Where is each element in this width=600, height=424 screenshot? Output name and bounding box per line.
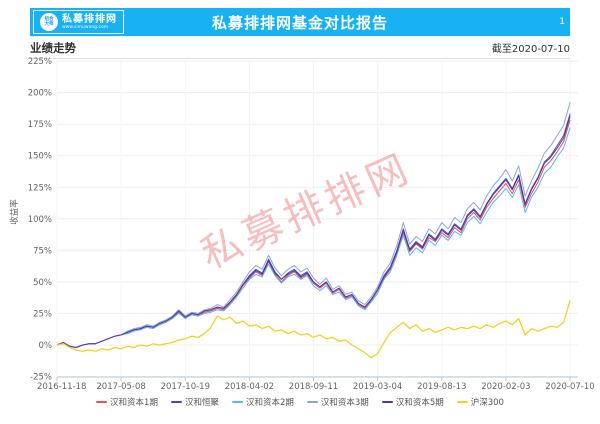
section-header-row: 业绩走势 截至2020-07-10 (30, 36, 570, 59)
logo-text: 私募排排网 www.simuwang.com (62, 14, 117, 30)
x-tick-label: 2018-09-11 (289, 382, 338, 392)
legend-label: 汉和资本1期 (110, 398, 158, 408)
y-axis-title: 收益率 (10, 199, 20, 225)
y-tick-label: 75% (33, 246, 52, 256)
y-tick-label: 200% (28, 89, 52, 99)
as-of-date: 截至2020-07-10 (491, 44, 570, 55)
chart-legend: 汉和资本1期 汉和恒聚 汉和资本2期 汉和资本3期 汉和资本5期 沪深300 (0, 396, 600, 408)
y-tick-label: 125% (28, 183, 52, 193)
legend-label: 汉和资本2期 (245, 398, 294, 408)
x-tick-label: 2020-02-03 (481, 382, 530, 392)
legend-dash-icon (306, 401, 318, 403)
x-tick-label: 2017-10-19 (161, 382, 210, 392)
legend-label: 汉和恒聚 (184, 398, 219, 408)
x-tick-label: 2017-05-08 (96, 382, 145, 392)
section-title: 业绩走势 (30, 40, 76, 55)
legend-item-5[interactable]: 汉和资本5期 (381, 396, 444, 408)
y-tick-label: 0% (39, 341, 53, 351)
legend-item-6[interactable]: 沪深300 (456, 396, 504, 408)
x-tick-label: 2019-03-04 (353, 382, 402, 392)
header-bar: 组合大师 私募排排网 www.simuwang.com 私募排排网基金对比报告 … (30, 8, 570, 36)
series-line-4 (56, 102, 571, 348)
y-tick-label: 175% (28, 120, 52, 130)
x-tick-label: 2020-07-10 (545, 382, 594, 392)
series-line-5 (56, 116, 571, 348)
logo-name: 私募排排网 (62, 14, 117, 25)
legend-dash-icon (170, 401, 182, 403)
legend-label: 沪深300 (470, 398, 504, 408)
legend-label: 汉和资本5期 (395, 398, 444, 408)
y-tick-label: 100% (28, 215, 52, 225)
y-tick-label: 225% (28, 57, 52, 67)
legend-dash-icon (381, 401, 393, 403)
legend-item-4[interactable]: 汉和资本3期 (306, 396, 369, 408)
series-line-3 (56, 127, 571, 348)
logo-emblem-icon: 组合大师 (40, 13, 58, 31)
legend-item-2[interactable]: 汉和恒聚 (170, 396, 219, 408)
logo: 组合大师 私募排排网 www.simuwang.com (33, 10, 124, 34)
legend-dash-icon (456, 401, 468, 403)
y-tick-label: -25% (30, 373, 52, 383)
x-tick-label: 2018-04-02 (225, 382, 274, 392)
y-tick-label: 150% (28, 152, 52, 162)
logo-url: www.simuwang.com (62, 25, 109, 30)
series-line-6 (56, 300, 571, 359)
legend-item-1[interactable]: 汉和资本1期 (96, 396, 158, 408)
x-tick-label: 2019-08-13 (417, 382, 466, 392)
report-title: 私募排排网基金对比报告 (211, 13, 388, 32)
legend-item-3[interactable]: 汉和资本2期 (231, 396, 294, 408)
logo-emblem-text: 组合大师 (44, 16, 54, 28)
legend-label: 汉和资本3期 (320, 398, 369, 408)
y-tick-label: 50% (33, 278, 52, 288)
legend-dash-icon (231, 401, 243, 403)
x-tick-label: 2016-11-18 (37, 382, 86, 392)
y-tick-label: 25% (33, 309, 52, 319)
legend-dash-icon (96, 401, 108, 403)
page-number: 1 (559, 17, 565, 27)
